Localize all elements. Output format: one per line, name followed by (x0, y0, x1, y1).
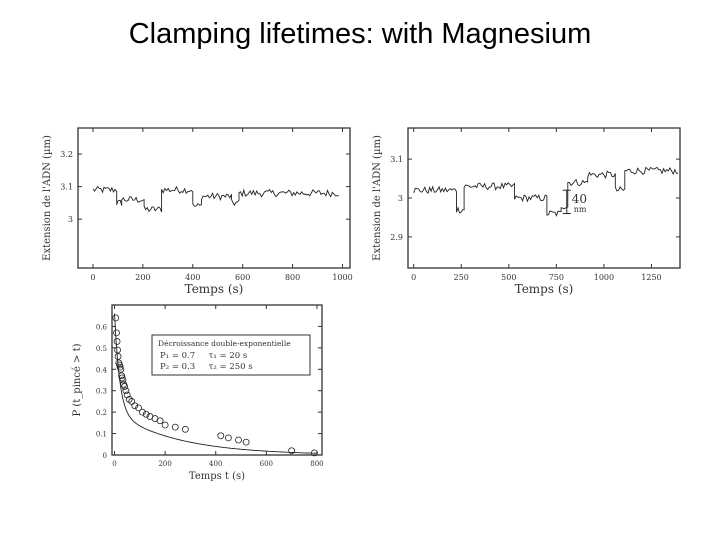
x-tick-label: 0 (90, 273, 95, 282)
y-axis-label: P (t_pincé > t) (72, 343, 83, 416)
x-tick-label: 500 (501, 273, 516, 282)
data-point (113, 338, 121, 345)
data-point (161, 421, 169, 429)
x-tick-label: 0 (411, 273, 416, 282)
legend-box (151, 334, 311, 376)
y-tick-label: 3 (398, 194, 403, 203)
x-axis-label: Temps t (s) (189, 471, 245, 482)
y-tick-label: 3.2 (60, 150, 73, 159)
data-point (113, 329, 120, 337)
data-point (138, 408, 146, 416)
legend-row: P₂ = 0.3 τ₂ = 250 s (160, 362, 253, 372)
x-axis-label: Temps (s) (515, 282, 574, 296)
data-point (122, 387, 130, 395)
slide-title: Clamping lifetimes: with Magnesium (128, 18, 592, 50)
y-tick-label: 0.5 (96, 345, 107, 353)
legend-row: P₁ = 0.7 τ₁ = 20 s (160, 351, 247, 361)
data-point (117, 365, 125, 373)
x-tick-label: 1000 (332, 273, 352, 282)
y-tick-label: 0.3 (96, 388, 107, 396)
data-point (114, 346, 121, 354)
plot-frame (77, 127, 351, 269)
data-point (242, 438, 250, 446)
x-axis-label: Temps (s) (185, 282, 244, 296)
y-tick-label: 0.2 (96, 409, 107, 417)
data-point (224, 434, 232, 442)
y-axis-label: Extension de l'ADN (µm) (42, 135, 53, 261)
series-trace (413, 166, 679, 217)
data-point (217, 432, 225, 440)
data-point (181, 425, 189, 433)
y-tick-label: 0 (103, 452, 107, 460)
y-tick-label: 0.1 (96, 431, 107, 439)
data-point (311, 449, 318, 457)
plot-frame (111, 304, 323, 456)
data-point (131, 402, 139, 410)
data-point (119, 376, 127, 384)
scale-bar-unit: nm (574, 205, 587, 214)
data-point (112, 314, 120, 322)
x-tick-label: 400 (209, 460, 222, 468)
data-point (114, 353, 122, 360)
fit-curve (114, 313, 317, 454)
chart-extension-trace-1: 0 200 400 600 800 1000 3 3.1 3.2 Temps (s) Extensi… (42, 127, 353, 296)
x-tick-label: 200 (135, 273, 150, 282)
x-tick-label: 400 (185, 273, 200, 282)
series-trace (92, 185, 339, 213)
y-axis-label: Extension de l'ADN (µm) (372, 135, 383, 261)
chart-survival-probability: 0 200 400 600 800 0 0.1 0.2 0.3 0.4 0.5 0.6 Temps t … (72, 304, 324, 482)
y-tick-label: 3 (68, 215, 73, 224)
x-tick-label: 800 (285, 273, 300, 282)
y-tick-label: 0.6 (96, 323, 108, 331)
data-point (288, 447, 296, 455)
data-point (156, 417, 164, 425)
legend-title: Décroissance double-exponentielle (158, 339, 291, 348)
data-point (121, 383, 129, 390)
y-tick-label: 0.4 (96, 366, 108, 374)
x-tick-label: 0 (112, 460, 116, 468)
x-tick-label: 1000 (594, 273, 614, 282)
y-tick-label: 3.1 (390, 155, 403, 164)
scale-bar-value: 40 (572, 192, 587, 206)
x-tick-label: 750 (549, 273, 564, 282)
y-tick-label: 3.1 (60, 183, 73, 192)
x-tick-label: 800 (310, 460, 323, 468)
data-point (171, 423, 179, 431)
x-tick-label: 600 (235, 273, 250, 282)
x-tick-label: 1250 (641, 273, 661, 282)
data-point (235, 436, 242, 444)
x-tick-label: 200 (158, 460, 171, 468)
data-point (135, 404, 142, 412)
x-tick-label: 250 (454, 273, 469, 282)
chart-extension-trace-2: 0 250 500 750 1000 1250 2.9 3 3.1 Temps (s) Extens… (372, 127, 681, 296)
data-point (142, 410, 150, 418)
x-tick-label: 600 (260, 460, 273, 468)
data-point (123, 391, 131, 399)
y-tick-label: 2.9 (390, 233, 403, 242)
